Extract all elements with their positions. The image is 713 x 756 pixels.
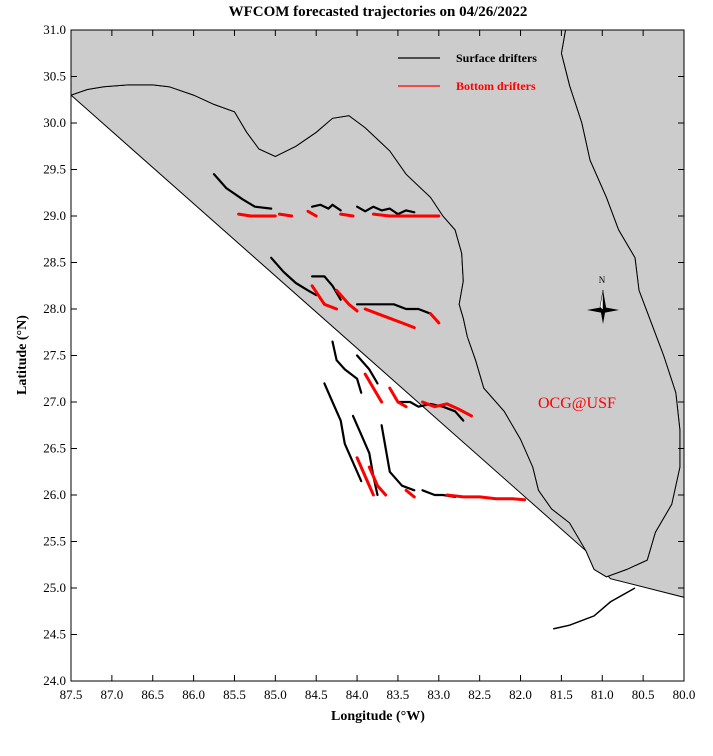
bottom-drifter-track <box>388 386 408 409</box>
bottom-drifter-track <box>363 372 384 404</box>
x-tick-label: 84.0 <box>346 687 369 702</box>
bottom-drifter-track <box>371 212 441 218</box>
y-tick-label: 25.5 <box>43 534 66 549</box>
x-tick-label: 81.5 <box>550 687 573 702</box>
x-tick-label: 84.5 <box>305 687 328 702</box>
y-tick-label: 30.0 <box>43 115 66 130</box>
legend-bottom-label: Bottom drifters <box>456 79 536 93</box>
x-tick-label: 86.0 <box>182 687 205 702</box>
surface-drifter-track <box>311 275 342 301</box>
bottom-drifter-track <box>237 212 277 218</box>
bottom-drifter-track <box>306 209 318 218</box>
legend-surface-label: Surface drifters <box>456 51 537 65</box>
surface-drifter-track <box>212 173 273 210</box>
y-tick-label: 25.0 <box>43 580 66 595</box>
y-tick-label: 24.5 <box>43 627 66 642</box>
coastline <box>71 30 681 578</box>
compass-north-label: N <box>599 275 606 285</box>
y-axis-title: Latitude (°N) <box>15 315 30 395</box>
x-axis-title: Longitude (°W) <box>331 709 425 724</box>
bottom-drifter-track <box>429 312 441 325</box>
x-tick-label: 83.0 <box>427 687 450 702</box>
surface-drifter-track <box>311 203 342 212</box>
bottom-drifter-track <box>335 288 359 313</box>
y-tick-label: 29.0 <box>43 208 66 223</box>
x-tick-label: 87.5 <box>60 687 83 702</box>
bottom-drifter-track <box>404 488 416 499</box>
y-tick-label: 27.0 <box>43 394 66 409</box>
y-tick-label: 30.5 <box>43 69 66 84</box>
y-tick-label: 28.0 <box>43 301 66 316</box>
surface-drifter-track <box>323 382 363 483</box>
surface-drifter-track <box>356 354 379 385</box>
compass-rose-icon: N <box>587 275 619 324</box>
florida-keys <box>553 587 636 630</box>
bottom-drifter-track <box>277 212 294 218</box>
y-tick-label: 29.5 <box>43 162 66 177</box>
x-tick-label: 82.5 <box>468 687 491 702</box>
x-tick-label: 85.0 <box>264 687 287 702</box>
surface-drifter-track <box>331 340 363 394</box>
x-tick-label: 80.0 <box>673 687 696 702</box>
x-tick-label: 81.0 <box>591 687 614 702</box>
y-tick-label: 27.5 <box>43 348 66 363</box>
y-tick-label: 26.5 <box>43 441 66 456</box>
northern-land <box>71 30 684 577</box>
surface-drifter-track <box>356 303 432 315</box>
legend: Surface drifters Bottom drifters <box>398 51 537 93</box>
y-tick-label: 26.0 <box>43 487 66 502</box>
x-tick-label: 85.5 <box>223 687 246 702</box>
x-tick-label: 87.0 <box>100 687 123 702</box>
y-tick-label: 28.5 <box>43 255 66 270</box>
chart-title: WFCOM forecasted trajectories on 04/26/2… <box>229 4 528 20</box>
x-tick-label: 83.5 <box>387 687 410 702</box>
bottom-drifter-track <box>355 456 375 497</box>
surface-drifter-track <box>270 256 318 297</box>
surface-drifter-track <box>380 424 416 492</box>
x-tick-label: 82.0 <box>509 687 532 702</box>
y-tick-label: 24.0 <box>43 673 66 688</box>
bottom-drifter-track <box>367 465 388 497</box>
bottom-drifter-track <box>339 212 355 218</box>
bottom-drifter-track <box>310 284 339 311</box>
bottom-drifter-track <box>363 307 416 330</box>
x-tick-label: 80.5 <box>632 687 655 702</box>
ocg-usf-label: OCG@USF <box>538 395 616 412</box>
bottom-drifter-track <box>421 400 473 418</box>
surface-drifter-track <box>356 205 416 216</box>
x-tick-label: 86.5 <box>141 687 164 702</box>
y-tick-label: 31.0 <box>43 22 66 37</box>
bottom-drifter-track <box>445 493 527 502</box>
